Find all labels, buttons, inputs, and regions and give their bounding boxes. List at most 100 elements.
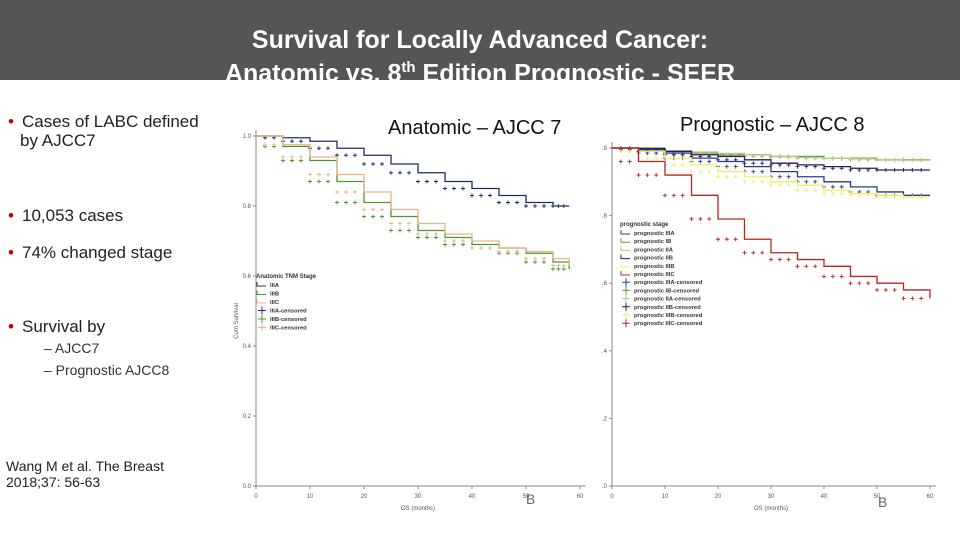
left-censor-mark: [461, 239, 465, 243]
left-censor-mark: [506, 249, 510, 254]
left-censor-mark: [461, 186, 465, 191]
right-censor-mark: [627, 159, 632, 164]
right-legend-label: prognostic IIB: [634, 256, 673, 262]
left-censor-mark: [335, 200, 339, 205]
right-censor-mark: [751, 161, 756, 166]
right-censor-mark: [760, 161, 765, 166]
left-censor-mark: [299, 139, 303, 144]
right-legend-swatch: [620, 262, 630, 268]
right-legend-swatch: [622, 286, 630, 295]
left-censor-mark: [556, 263, 561, 268]
right-censor-mark: [822, 156, 826, 161]
right-censor-mark: [875, 287, 879, 292]
right-censor-mark: [848, 193, 853, 198]
right-censor-mark: [848, 281, 853, 286]
left-y-tick-label: 1.0: [243, 134, 252, 140]
left-legend-swatch: [256, 299, 266, 304]
left-legend-swatch: [258, 306, 266, 315]
right-censor-mark: [724, 237, 729, 242]
bullet-cases: • 10,053 cases: [8, 206, 123, 225]
left-x-tick-label: 50: [523, 494, 530, 500]
left-censor-mark: [281, 158, 285, 163]
left-censor-mark: [371, 162, 375, 166]
left-censor-mark: [452, 186, 456, 191]
left-censor-mark: [533, 256, 537, 261]
panel-label-prognostic: Prognostic – AJCC 8: [680, 114, 865, 136]
left-censor-mark: [344, 190, 348, 194]
right-censor-mark: [707, 216, 712, 221]
right-censor-mark: [786, 155, 791, 160]
left-censor-mark: [398, 170, 402, 175]
right-censor-mark: [804, 179, 809, 184]
right-legend-label: prognostic IB: [634, 239, 671, 245]
left-censor-mark: [398, 228, 402, 233]
left-censor-mark: [290, 158, 294, 163]
left-censor-mark: [317, 172, 321, 177]
right-censor-mark: [671, 193, 676, 198]
right-censor-mark: [654, 156, 659, 161]
left-series-line: [256, 135, 570, 266]
right-censor-mark: [707, 169, 712, 174]
right-censor-mark: [689, 169, 694, 174]
left-censor-mark: [353, 190, 357, 194]
right-y-tick-label: .8: [602, 214, 608, 220]
title-line2-text: Anatomic vs. 8: [224, 59, 402, 80]
left-censor-mark: [470, 193, 474, 198]
left-censor-mark: [551, 267, 555, 271]
right-censor-mark: [698, 216, 703, 221]
left-censor-mark: [389, 170, 393, 175]
left-censor-mark: [515, 249, 519, 254]
left-censor-mark: [407, 221, 411, 226]
right-censor-mark: [707, 159, 712, 164]
bullet-survival-text: Survival by: [22, 317, 106, 336]
right-censor-mark: [857, 167, 862, 172]
right-censor-mark: [822, 191, 826, 196]
left-legend-label: IIIA: [270, 283, 280, 289]
left-censor-mark: [308, 179, 312, 184]
title-line2-tail: Edition Prognostic - SEER: [415, 59, 736, 80]
right-censor-mark: [742, 179, 747, 184]
left-x-tick-label: 10: [307, 494, 314, 500]
right-censor-mark: [822, 274, 826, 279]
title-banner: Survival for Locally Advanced Cancer: An…: [0, 0, 960, 80]
right-censor-mark: [883, 195, 888, 200]
left-censor-mark: [425, 179, 429, 184]
left-panel-mark: B: [526, 491, 535, 507]
left-censor-mark: [335, 190, 339, 194]
left-legend-label: IIIB-censored: [270, 317, 307, 323]
left-censor-mark: [452, 239, 456, 243]
right-censor-mark: [769, 257, 773, 262]
right-censor-mark: [627, 149, 632, 154]
right-censor-mark: [618, 149, 623, 154]
left-x-axis-label: OS (months): [401, 506, 435, 512]
left-censor-mark: [488, 246, 492, 250]
right-censor-mark: [830, 184, 835, 189]
right-censor-mark: [680, 193, 685, 198]
right-censor-mark: [857, 193, 862, 198]
left-censor-mark: [425, 235, 429, 240]
right-legend-label: prognostic IIIB-censored: [634, 313, 703, 319]
sub-bullet-ajcc8: – Prognostic AJCC8: [44, 362, 170, 378]
right-x-tick-label: 10: [662, 494, 669, 500]
right-censor-mark: [786, 183, 791, 188]
left-legend-title: Anatomic TNM Stage: [256, 274, 317, 280]
right-censor-mark: [760, 250, 765, 255]
left-censor-mark: [326, 172, 330, 177]
right-censor-mark: [751, 154, 756, 159]
left-y-tick-label: 0.6: [243, 274, 252, 280]
right-censor-mark: [786, 174, 791, 179]
left-censor-mark: [524, 260, 528, 264]
right-censor-mark: [636, 173, 641, 178]
left-censor-mark: [290, 155, 294, 159]
left-censor-mark: [281, 155, 285, 159]
left-legend-swatch: [256, 290, 266, 295]
citation: Wang M et al. The Breast 2018;37: 56-63: [6, 458, 164, 490]
citation-line2: 2018;37: 56-63: [6, 474, 101, 490]
right-legend-label: prognostic IIIA-censored: [634, 280, 703, 286]
right-censor-mark: [892, 195, 897, 200]
left-censor-mark: [380, 162, 384, 166]
left-censor-mark: [407, 228, 411, 233]
left-censor-mark: [389, 221, 393, 226]
left-censor-mark: [524, 256, 528, 261]
right-censor-mark: [724, 164, 729, 169]
